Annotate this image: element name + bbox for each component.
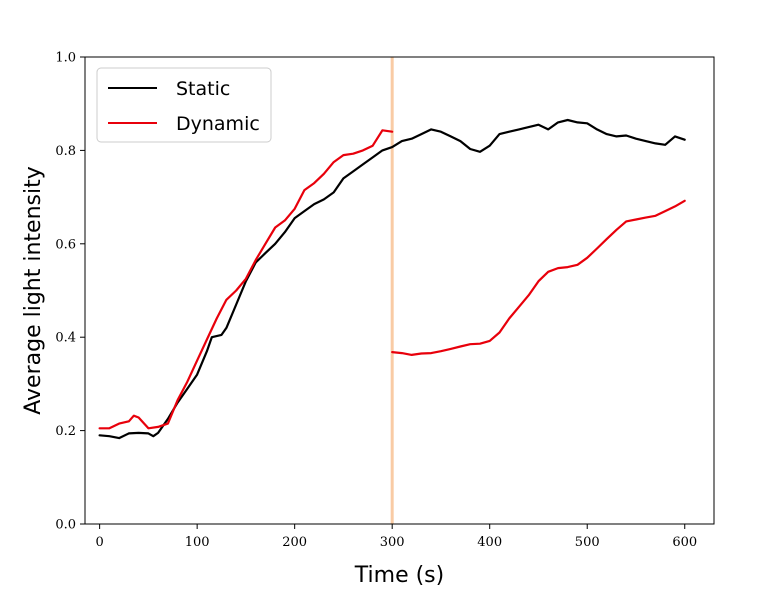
x-tick-label: 200 xyxy=(282,535,307,550)
x-tick-label: 300 xyxy=(380,535,405,550)
x-tick-label: 500 xyxy=(575,535,600,550)
y-tick-label: 0.4 xyxy=(55,331,76,346)
legend-label-static: Static xyxy=(176,78,230,100)
y-tick-label: 1.0 xyxy=(55,51,76,66)
x-tick-label: 0 xyxy=(95,535,103,550)
series-line-dynamic-segment-1 xyxy=(391,199,686,356)
series-layer xyxy=(98,118,686,440)
y-tick-label: 0.6 xyxy=(55,237,76,252)
y-tick-label: 0.2 xyxy=(55,424,76,439)
ticks-layer: 0 100 200 300 400 500 600 0.0 0.2 0.4 0.6 0.8 1.0 xyxy=(55,51,697,551)
x-tick-label: 400 xyxy=(477,535,502,550)
series-line-static-segment-0 xyxy=(98,118,686,440)
y-tick-label: 0.8 xyxy=(55,144,76,159)
legend: Static Dynamic xyxy=(96,67,272,143)
y-axis-label: Average light intensity xyxy=(21,166,46,414)
x-tick-label: 100 xyxy=(185,535,210,550)
legend-label-dynamic: Dynamic xyxy=(176,113,260,135)
y-tick-label: 0.0 xyxy=(55,518,76,533)
x-tick-label: 600 xyxy=(672,535,697,550)
series-line-dynamic-segment-0 xyxy=(98,129,394,430)
axes-frame xyxy=(84,56,715,525)
x-axis-label: Time (s) xyxy=(354,563,444,588)
